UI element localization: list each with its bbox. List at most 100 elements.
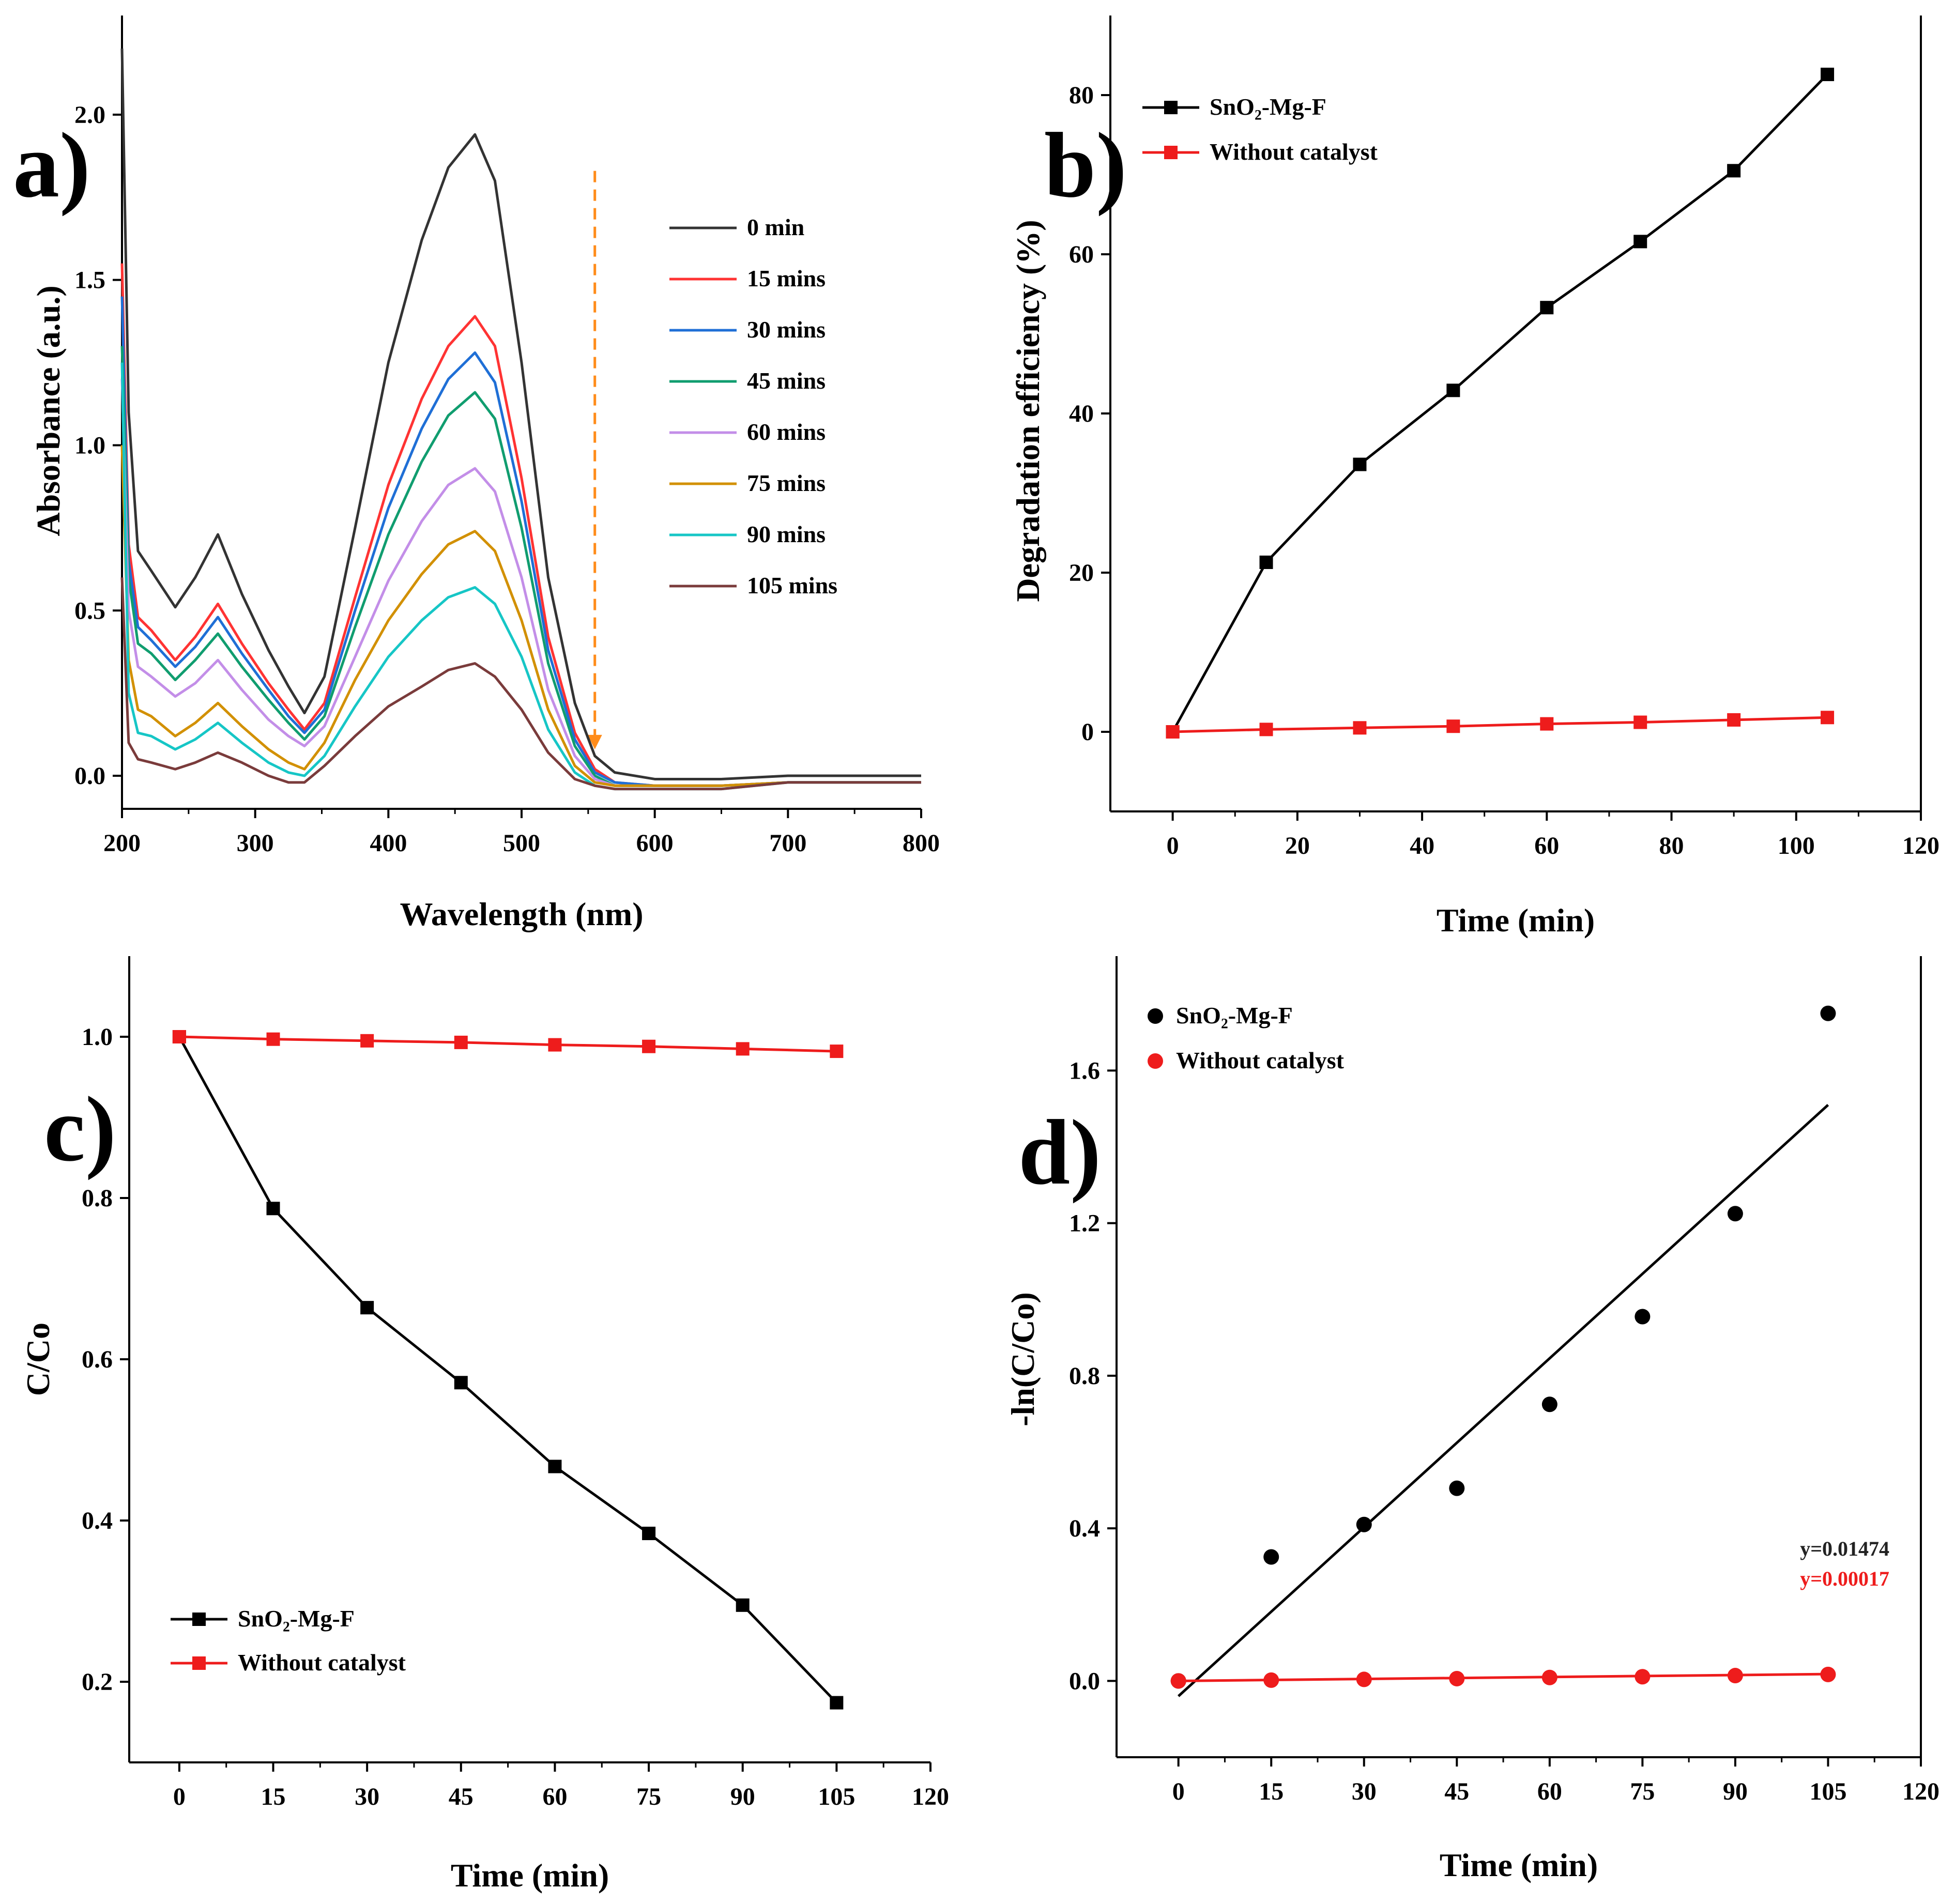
legend-label: 45 mins: [747, 367, 826, 394]
data-point: [1540, 717, 1554, 731]
y-tick-label: 1.6: [1069, 1057, 1100, 1084]
panel-b: 0 20 40 60 80 100 120 0 20 40 60 80 Time (min) Degrad…: [1010, 16, 1939, 939]
data-point: [1353, 721, 1367, 735]
data-point: [1259, 723, 1273, 736]
data-point: [266, 1202, 280, 1216]
data-point: [360, 1301, 374, 1315]
x-tick-label: 90: [730, 1783, 755, 1810]
legend: 0 min 15 mins 30 mins 45 mins 60 mins 75 mins…: [669, 214, 837, 598]
panel-label: b): [1044, 114, 1127, 217]
y-tick-label: 0.4: [82, 1507, 113, 1534]
x-tick-label: 60: [1534, 832, 1559, 859]
x-axis-title: Wavelength (nm): [400, 896, 643, 932]
data-point: [1353, 457, 1367, 471]
x-tick-label: 120: [912, 1783, 949, 1810]
x-tick-label: 45: [1444, 1778, 1469, 1805]
legend-label: Without catalyst: [238, 1649, 406, 1676]
series-1: [172, 1030, 844, 1058]
y-tick-label: 0: [1081, 718, 1094, 746]
series-line: [179, 1035, 837, 1053]
y-tick-label: 0.2: [82, 1668, 113, 1696]
data-point: [1821, 711, 1835, 725]
data-point: [1820, 1005, 1836, 1021]
data-point: [1727, 1206, 1743, 1222]
data-point: [454, 1376, 468, 1390]
series-0: [120, 48, 921, 780]
legend-label: 75 mins: [747, 470, 826, 496]
panel-label: d): [1018, 1101, 1101, 1204]
series-1: [1170, 1666, 1836, 1689]
panels: 200 300 400 500 600 700 8000.00.51.01.52.0Wave…: [13, 16, 1939, 1894]
data-point: [1449, 1480, 1465, 1496]
data-point: [1727, 713, 1741, 727]
x-tick-label: 100: [1778, 832, 1815, 859]
data-point: [1166, 725, 1180, 739]
x-tick-label: 700: [769, 830, 806, 857]
y-axis-title: Absorbance (a.u.): [30, 285, 67, 536]
x-tick-label: 15: [1259, 1778, 1284, 1805]
equation-label: y=0.01474: [1800, 1537, 1889, 1560]
data-point: [1263, 1672, 1279, 1688]
panel-d: 0 15 30 45 60 75 90 105 120 0.0 0.4 0.8 1.2 1.6 Time (…: [1004, 956, 1939, 1883]
y-tick-label: 0.4: [1069, 1515, 1100, 1542]
data-point: [1356, 1516, 1372, 1532]
x-tick-label: 800: [903, 830, 940, 857]
data-point: [1356, 1671, 1372, 1687]
legend-swatch-marker: [1148, 1053, 1163, 1069]
data-point: [1541, 1669, 1557, 1685]
x-tick-label: 40: [1410, 832, 1434, 859]
series-5: [120, 445, 921, 787]
data-point: [1727, 164, 1741, 178]
data-point: [736, 1598, 750, 1612]
x-tick-label: 120: [1902, 1778, 1939, 1805]
data-point: [736, 1042, 750, 1056]
y-tick-label: 1.0: [74, 432, 105, 459]
legend-label: 60 mins: [747, 419, 826, 445]
legend-label: 105 mins: [747, 572, 837, 598]
data-point: [1820, 1666, 1836, 1682]
data-point: [1446, 719, 1460, 733]
panel-label: c): [44, 1078, 116, 1180]
y-tick-label: 0.6: [82, 1346, 113, 1373]
data-point: [1635, 1309, 1651, 1325]
data-point: [642, 1039, 656, 1053]
x-tick-label: 600: [636, 830, 674, 857]
x-tick-label: 60: [542, 1783, 567, 1810]
y-tick-label: 2.0: [74, 101, 105, 129]
x-axis-title: Time (min): [1440, 1847, 1598, 1883]
legend-label: Without catalyst: [1210, 139, 1378, 165]
x-tick-label: 60: [1537, 1778, 1562, 1805]
x-tick-label: 45: [449, 1783, 474, 1810]
data-point: [360, 1034, 374, 1048]
legend-swatch-marker: [1148, 1008, 1163, 1024]
data-point: [454, 1035, 468, 1049]
x-axis-title: Time (min): [451, 1857, 609, 1894]
data-point: [548, 1038, 562, 1052]
data-point: [1259, 555, 1273, 569]
legend-label: 30 mins: [747, 316, 826, 343]
legend-swatch-marker: [1164, 101, 1178, 114]
x-tick-label: 300: [237, 830, 274, 857]
series-line: [120, 577, 921, 791]
data-point: [1727, 1668, 1743, 1684]
y-tick-label: 1.2: [1069, 1210, 1100, 1237]
x-tick-label: 0: [1172, 1778, 1185, 1805]
y-tick-label: 20: [1069, 559, 1094, 587]
x-tick-label: 0: [173, 1783, 186, 1810]
data-point: [830, 1045, 844, 1058]
legend-swatch-marker: [192, 1613, 206, 1626]
y-tick-label: 60: [1069, 241, 1094, 268]
legend-swatch-marker: [1164, 146, 1178, 159]
x-tick-label: 30: [1352, 1778, 1377, 1805]
y-axis-title: Degradation efficiency (%): [1010, 220, 1046, 602]
x-tick-label: 105: [1809, 1778, 1846, 1805]
fit-line: [1178, 1104, 1829, 1697]
data-point: [1449, 1670, 1465, 1686]
y-axis-title: -ln(C/Co): [1004, 1292, 1041, 1426]
y-axis-title: C/Co: [20, 1323, 56, 1396]
y-tick-label: 0.5: [74, 597, 105, 624]
legend: SnO₂-Mg-F Without catalyst: [171, 1605, 406, 1676]
y-tick-label: 0.0: [1069, 1667, 1100, 1695]
y-tick-label: 80: [1069, 82, 1094, 109]
